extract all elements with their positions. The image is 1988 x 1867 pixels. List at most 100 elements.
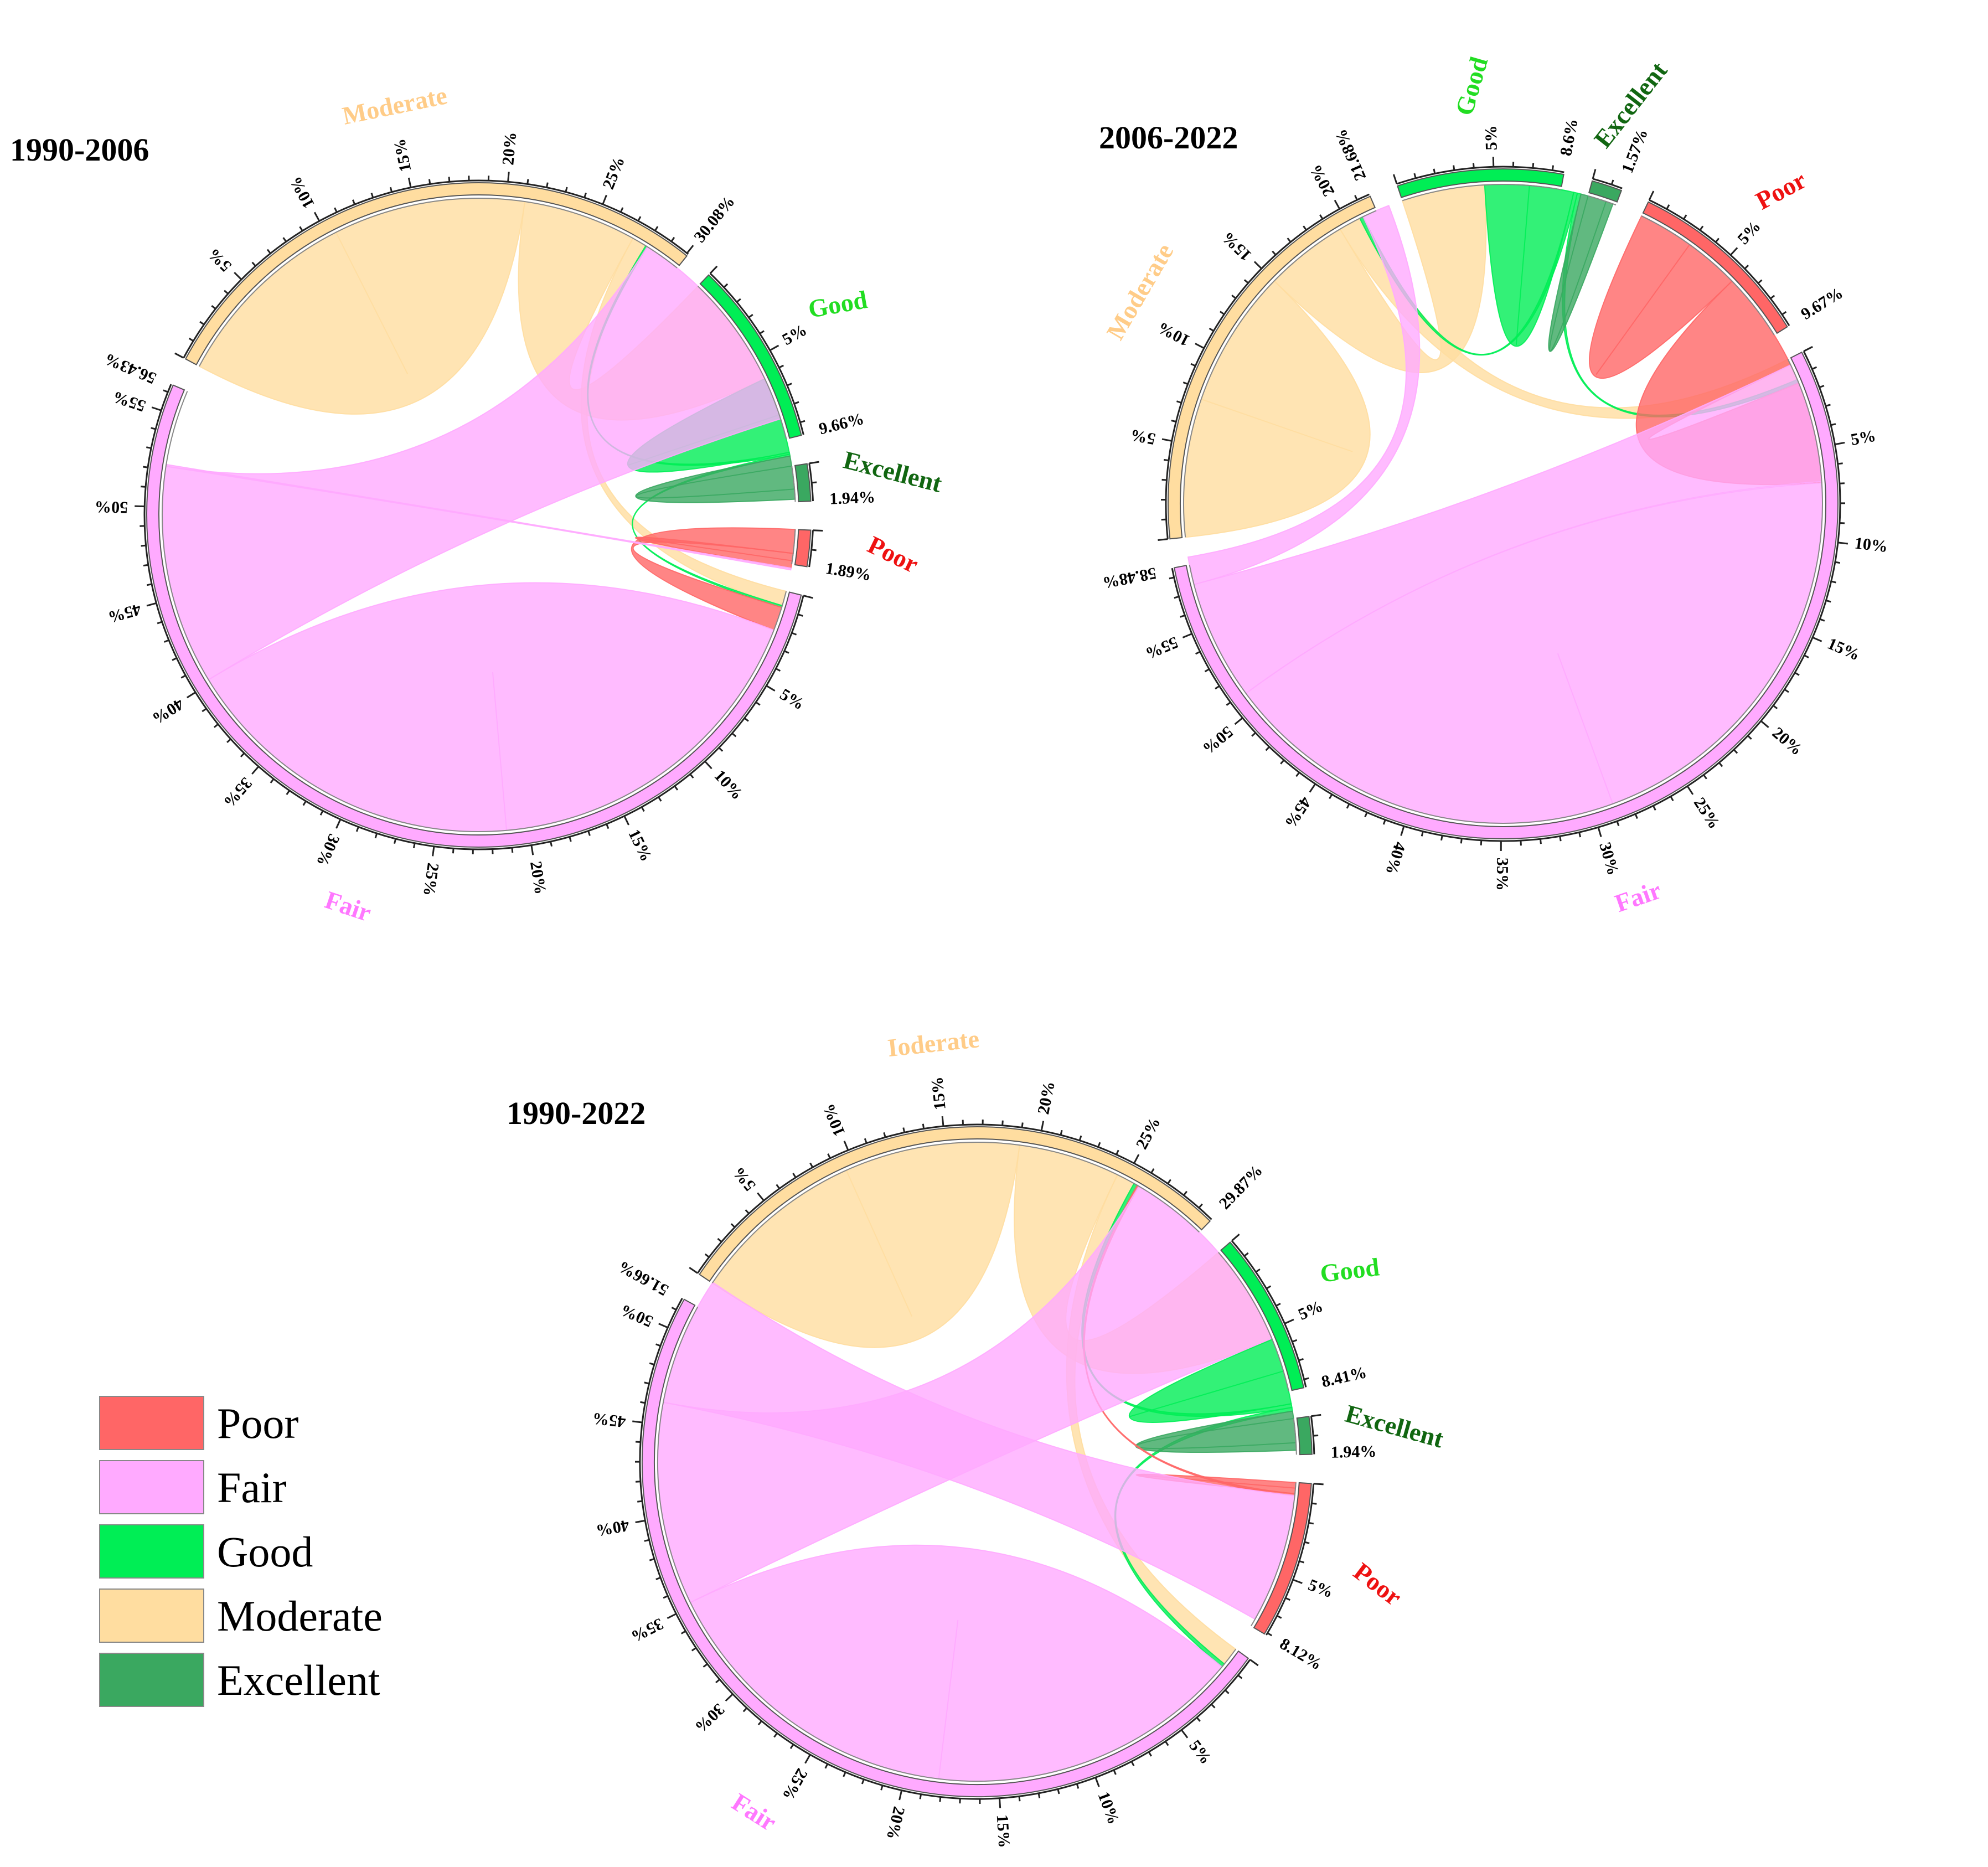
sector-total-label: 8.6%	[1557, 117, 1582, 157]
tick-mark	[725, 1693, 734, 1702]
sector-excellent	[1296, 1416, 1313, 1456]
sector-moderate	[184, 182, 688, 365]
legend-swatch-poor	[99, 1396, 204, 1450]
tick-mark	[1770, 295, 1775, 300]
tick-mark	[1744, 265, 1749, 270]
tick-mark	[1539, 839, 1542, 844]
tick-mark	[1794, 672, 1800, 676]
tick-mark	[1204, 668, 1210, 673]
tick-mark	[1311, 1502, 1317, 1505]
tick-mark	[1174, 595, 1179, 599]
tick-mark	[1304, 1377, 1309, 1380]
tick-label: 30%	[1595, 840, 1623, 878]
tick-label: 45%	[592, 1409, 627, 1431]
sector-total-label: 8.41%	[1320, 1363, 1369, 1391]
sector-name-fair: Fair	[1611, 876, 1664, 918]
tick-label: 10%	[286, 173, 318, 211]
sector-axis	[1165, 193, 1370, 539]
tick-mark	[792, 1173, 797, 1178]
tick-mark	[674, 785, 679, 791]
tick-mark	[432, 846, 435, 857]
tick-label: 25%	[1133, 1114, 1164, 1152]
sector-total-label: 30.08%	[690, 193, 739, 246]
tick-mark	[1287, 238, 1292, 243]
tick-label: 5%	[1734, 217, 1764, 247]
tick-mark	[1249, 1659, 1259, 1667]
tick-mark	[1298, 1358, 1304, 1361]
tick-mark	[689, 773, 694, 779]
sector-inner-line	[657, 1306, 1236, 1782]
tick-mark	[736, 298, 741, 303]
tick-mark	[1148, 1751, 1152, 1757]
tick-mark	[407, 177, 412, 188]
tick-mark	[757, 1720, 762, 1726]
sector-good	[699, 274, 802, 439]
sector-name-moderate: Ioderate	[886, 1024, 980, 1062]
tick-label: 5%	[729, 1164, 759, 1195]
tick-mark	[1354, 195, 1358, 200]
tick-mark	[1830, 423, 1836, 426]
tick-mark	[355, 826, 359, 832]
tick-mark	[809, 1162, 814, 1168]
sector-total-label: 8.12%	[1277, 1634, 1325, 1674]
tick-mark	[789, 1744, 794, 1749]
tick-label: 50%	[618, 1301, 655, 1330]
tick-mark	[1819, 618, 1825, 622]
tick-mark	[1196, 1716, 1201, 1722]
tick-label: 50%	[1199, 723, 1236, 758]
tick-mark	[213, 723, 219, 728]
tick-label: 35%	[1493, 858, 1511, 891]
tick-mark	[394, 838, 397, 844]
tick-mark	[1440, 835, 1443, 841]
chord-excellent-to-good	[635, 455, 796, 503]
tick-mark	[745, 1209, 750, 1214]
tick-mark	[550, 841, 552, 847]
tick-mark	[1285, 1597, 1290, 1601]
tick-mark	[1266, 1285, 1272, 1290]
tick-label: 20%	[1034, 1080, 1058, 1116]
tick-mark	[742, 1707, 748, 1713]
tick-mark	[251, 261, 256, 267]
tick-mark	[1284, 1318, 1294, 1324]
tick-mark	[412, 843, 416, 848]
tick-mark	[1183, 1190, 1187, 1196]
tick-mark	[1421, 831, 1424, 837]
tick-mark	[1757, 279, 1763, 284]
tick-mark	[352, 199, 356, 205]
sector-name-good: Good	[1450, 53, 1494, 118]
tick-mark	[1094, 1777, 1100, 1787]
tick-label: 10%	[1094, 1789, 1123, 1827]
tick-mark	[202, 708, 207, 713]
tick-mark	[1243, 279, 1249, 284]
tick-mark	[644, 1539, 649, 1542]
tick-mark	[157, 621, 163, 625]
tick-mark	[270, 778, 275, 783]
sector-axis	[1266, 1483, 1315, 1636]
tick-mark	[1718, 762, 1723, 767]
tick-label: 45%	[1281, 793, 1315, 831]
tick-mark	[1253, 261, 1262, 270]
sector-excellent	[794, 463, 812, 503]
tick-label: 55%	[111, 388, 148, 415]
tick-label: 50%	[95, 497, 128, 517]
sector-inner-line	[1402, 184, 1561, 202]
tick-mark	[1215, 685, 1220, 690]
sector-name-fair: Fair	[322, 885, 375, 927]
tick-mark	[188, 337, 194, 342]
tick-mark	[584, 192, 587, 198]
tick-mark	[1078, 1135, 1082, 1141]
chords	[162, 198, 796, 832]
sector-total-label: 1.94%	[1330, 1442, 1376, 1462]
tick-label: 5%	[1129, 426, 1156, 448]
tick-mark	[1169, 576, 1175, 580]
tick-mark	[226, 738, 231, 744]
tick-mark	[1304, 1541, 1310, 1544]
tick-mark	[1183, 381, 1189, 385]
tick-label: 5%	[1850, 427, 1877, 449]
tick-mark	[1309, 783, 1316, 793]
legend-label-fair: Fair	[217, 1463, 287, 1512]
tick-mark	[1616, 821, 1620, 827]
tick-mark	[186, 692, 196, 699]
tick-label: 5%	[777, 685, 808, 713]
